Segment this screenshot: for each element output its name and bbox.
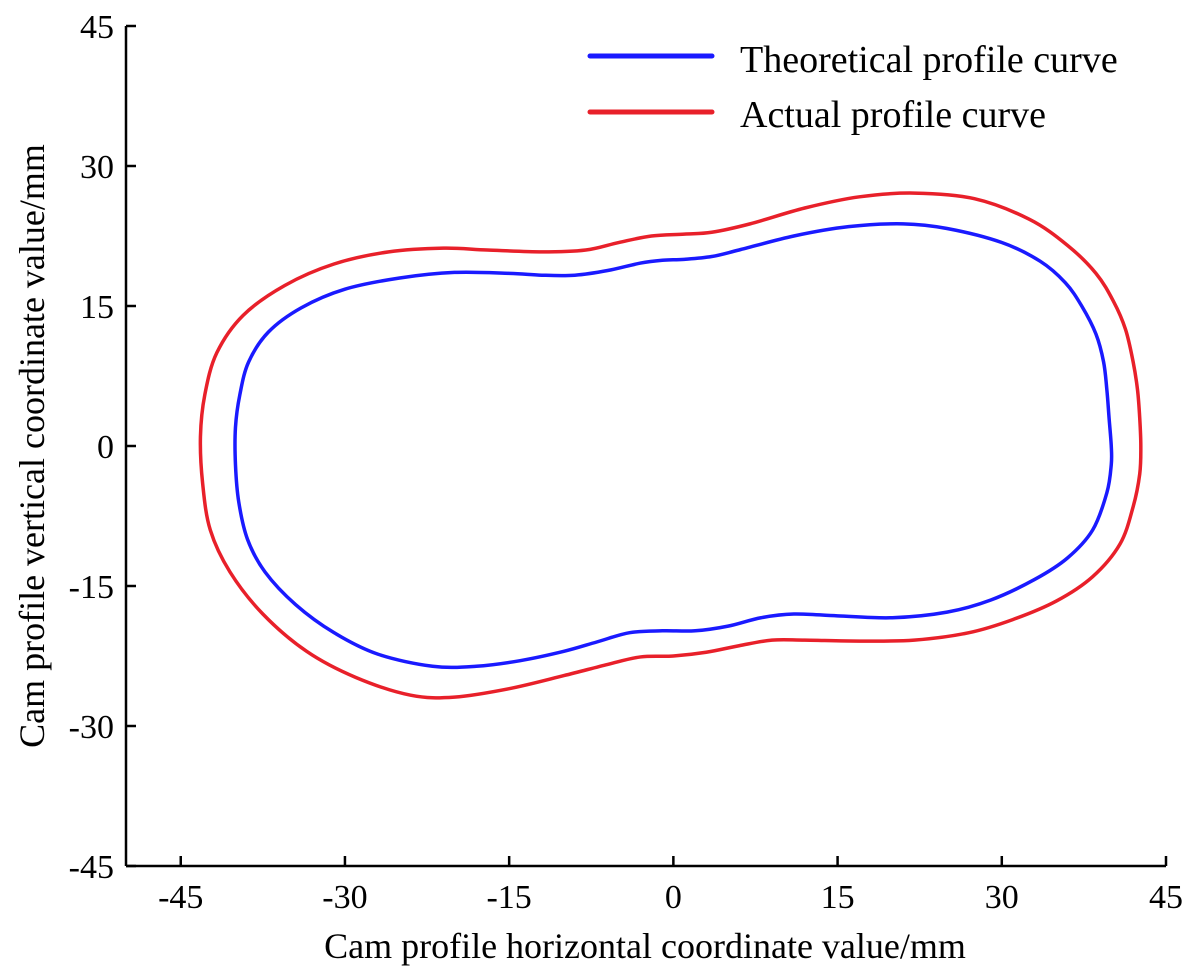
- ticks-layer: -45 -30 -15 0 15 30 45 -45 -30 -15 0 15 30 45: [69, 9, 1183, 916]
- legend-label-actual: Actual profile curve: [740, 94, 1046, 136]
- y-tick-label: -30: [69, 709, 114, 746]
- y-axis-title: Cam profile vertical coordinate value/mm: [12, 144, 52, 748]
- x-tick-label: -30: [322, 879, 367, 916]
- series-layer: [198, 191, 1143, 700]
- y-tick-label: 0: [97, 429, 114, 466]
- x-axis-title: Cam profile horizontal coordinate value/…: [324, 926, 966, 966]
- x-tick-label: -45: [158, 879, 203, 916]
- y-tick-label: 30: [80, 149, 114, 186]
- legend-label-theoretical: Theoretical profile curve: [740, 39, 1118, 81]
- actual-profile-curve: [198, 191, 1143, 700]
- x-tick-label: 45: [1149, 879, 1183, 916]
- y-tick-label: -15: [69, 569, 114, 606]
- theoretical-profile-curve: [233, 222, 1114, 670]
- x-tick-label: 0: [665, 879, 682, 916]
- y-tick-label: 15: [80, 289, 114, 326]
- x-tick-label: 30: [985, 879, 1019, 916]
- y-tick-label: -45: [69, 849, 114, 886]
- x-tick-label: -15: [486, 879, 531, 916]
- y-tick-label: 45: [80, 9, 114, 46]
- x-tick-label: 15: [821, 879, 855, 916]
- legend: Theoretical profile curve Actual profile…: [587, 39, 1118, 136]
